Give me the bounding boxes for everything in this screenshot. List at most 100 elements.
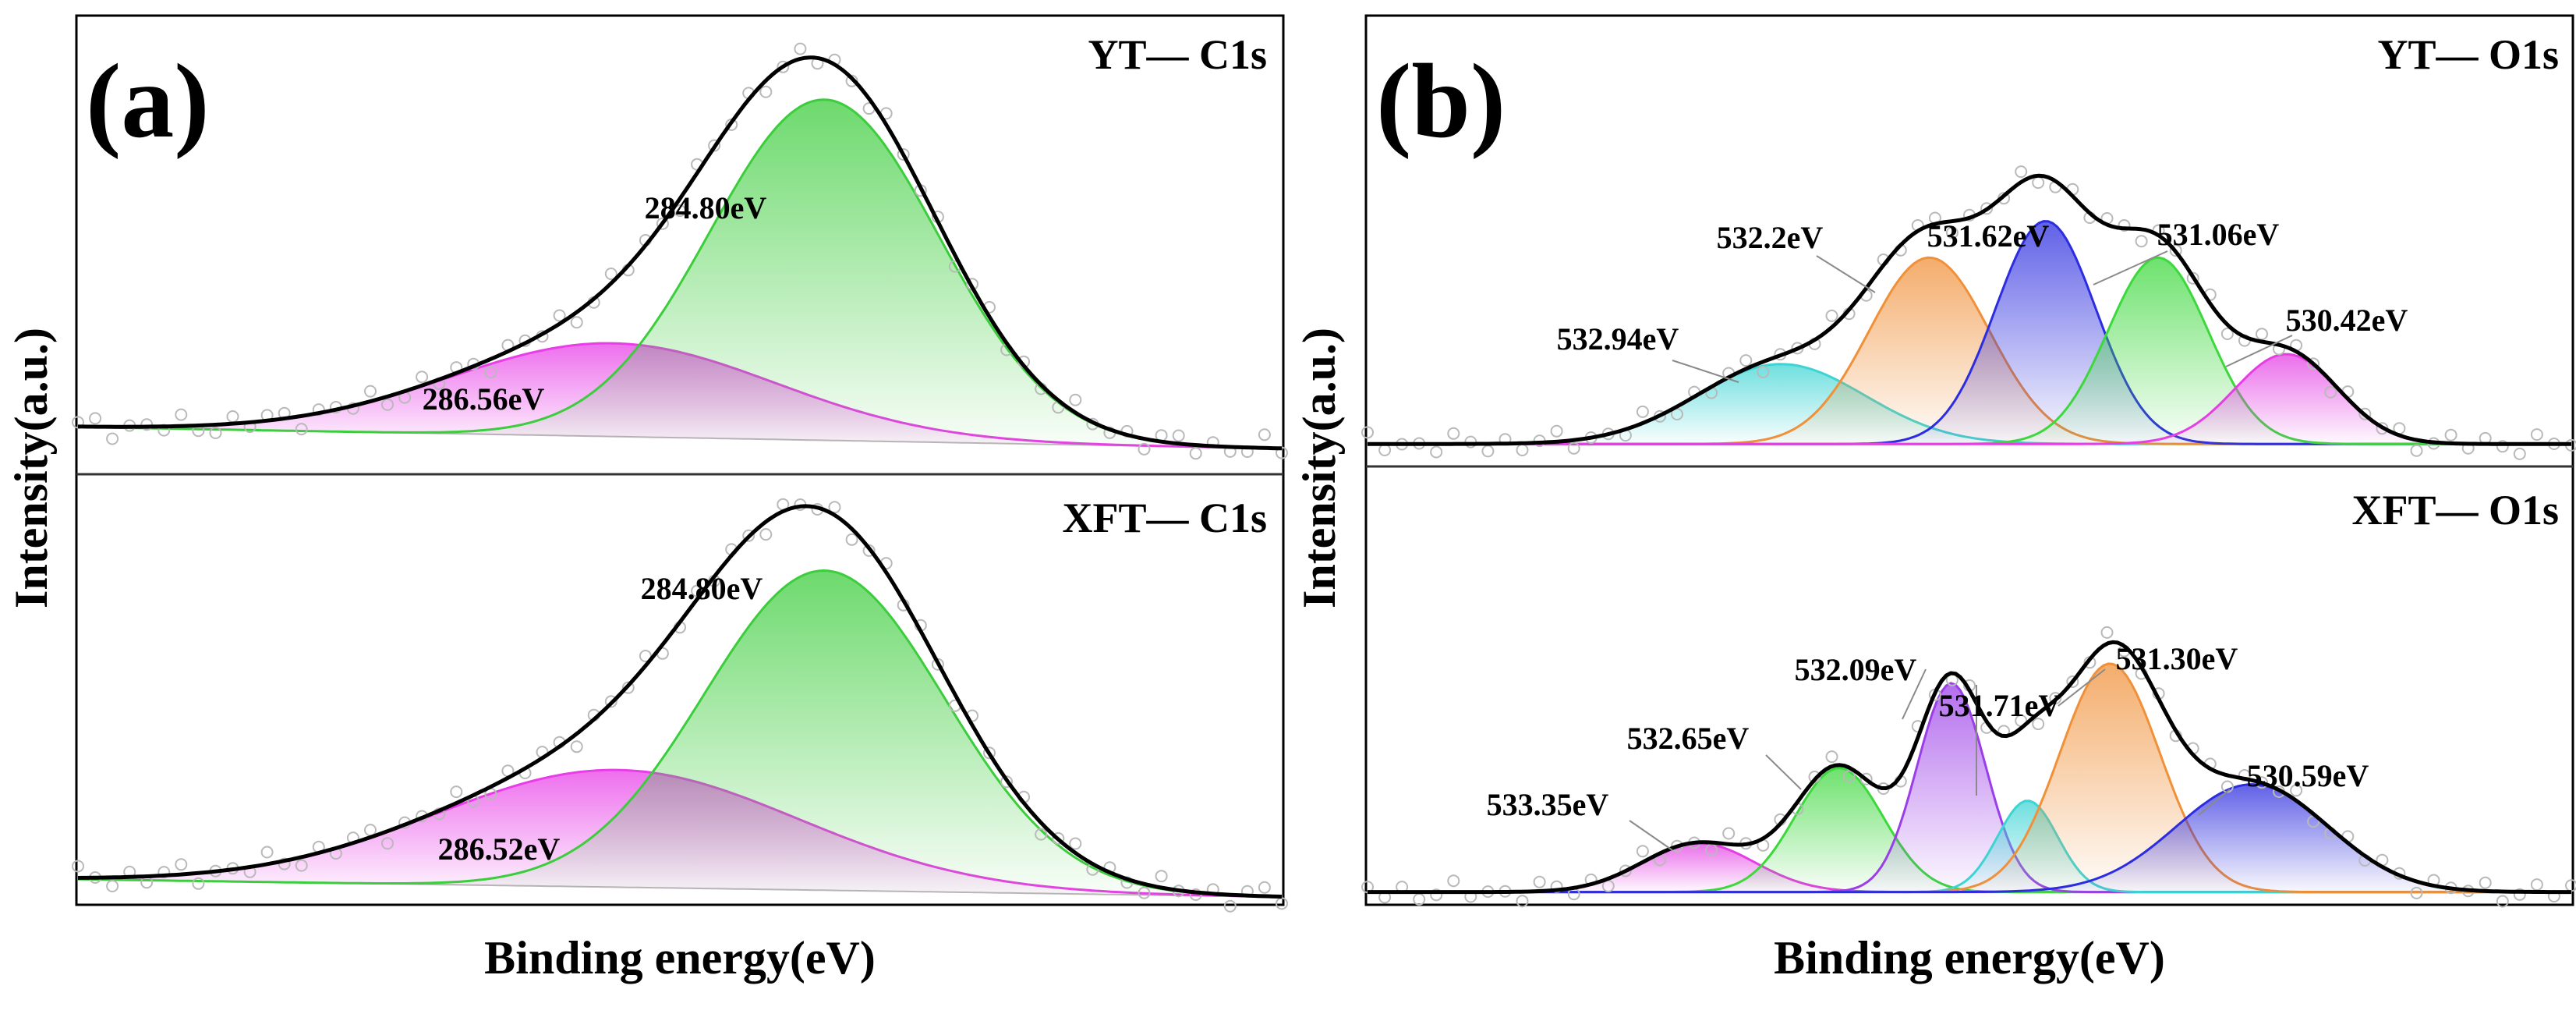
panel-b-y-axis-label: Intensity(a.u.) (1293, 328, 1345, 608)
subplot-title-yt-c1s: YT— C1s (1088, 31, 1267, 78)
data-point-yt-c1s (1172, 429, 1185, 442)
data-point-yt-c1s (175, 408, 188, 421)
data-point-yt-c1s (209, 427, 222, 439)
data-point-xft-c1s (106, 880, 119, 892)
peak-label-yt-c1s-286-56: 286.56eV (423, 381, 545, 417)
data-point-xft-c1s (759, 528, 773, 541)
data-point-yt-o1s (1945, 226, 1959, 239)
peak-curve-xft-c1s-284-80ev (77, 569, 1283, 899)
data-point-xft-o1s (2410, 886, 2423, 899)
peak-label-xft-o1s-530-59: 530.59eV (2247, 758, 2369, 793)
data-point-xft-o1s (1447, 874, 1460, 888)
data-point-yt-c1s (226, 410, 239, 423)
data-point-yt-c1s (674, 204, 686, 218)
data-point-xft-c1s (1069, 837, 1082, 850)
data-point-yt-c1s (416, 370, 429, 384)
peak-label-yt-c1s-284-80: 284.80eV (645, 190, 767, 225)
data-point-yt-o1s (2169, 244, 2182, 257)
data-point-xft-o1s (2530, 878, 2543, 892)
peak-fill-xft-o1s-532-09ev (1368, 682, 2571, 892)
data-point-yt-o1s (1550, 424, 1563, 438)
plot-yt-o1s (1361, 165, 2576, 460)
data-point-yt-o1s (1567, 441, 1580, 455)
subplot-title-yt-o1s: YT— O1s (2377, 31, 2559, 78)
data-point-xft-o1s (1413, 893, 1426, 906)
data-point-yt-o1s (1739, 354, 1753, 367)
panel-a-letter: (a) (86, 43, 210, 160)
data-point-xft-c1s (381, 837, 394, 850)
data-point-yt-o1s (1481, 445, 1495, 458)
data-point-xft-c1s (450, 785, 463, 799)
peak-label-yt-o1s-531-62: 531.62eV (1927, 218, 2050, 254)
leader-xft-o1s-530-59 (2198, 789, 2231, 816)
peak-fill-yt-c1s-284-80ev (78, 99, 1282, 448)
peak-fill-xft-o1s-530-59ev (1368, 784, 2571, 892)
data-point-yt-c1s (1258, 428, 1271, 441)
data-point-xft-o1s (1619, 864, 1632, 878)
envelope-line-xft-o1s (1368, 640, 2571, 895)
data-point-yt-o1s (2513, 447, 2526, 460)
data-point-yt-c1s (656, 217, 669, 230)
data-point-xft-c1s (621, 681, 635, 694)
data-point-xft-o1s (1636, 845, 1649, 858)
leader-yt-o1s-532-2 (1816, 255, 1876, 293)
data-point-yt-o1s (1430, 445, 1443, 459)
data-point-xft-c1s (1035, 828, 1048, 841)
data-point-xft-o1s (1842, 770, 1856, 783)
data-point-yt-o1s (2358, 407, 2372, 420)
data-point-xft-o1s (2238, 769, 2251, 782)
data-point-yt-c1s (897, 148, 910, 161)
data-point-yt-c1s (777, 60, 790, 73)
data-point-xft-c1s (157, 866, 171, 879)
data-point-yt-o1s (2307, 357, 2320, 370)
data-point-xft-o1s (1825, 750, 1838, 764)
data-point-yt-o1s (2118, 219, 2131, 232)
panel-b-letter: (b) (1376, 43, 1506, 160)
data-point-yt-o1s (1378, 444, 1392, 456)
data-point-yt-o1s (1825, 309, 1838, 322)
data-point-xft-o1s (1550, 880, 1563, 893)
data-point-yt-o1s (2135, 235, 2148, 248)
plot-yt-c1s (72, 42, 1288, 460)
data-point-xft-o1s (1533, 875, 1546, 888)
leader-xft-o1s-533-35 (1629, 820, 1673, 851)
data-point-yt-c1s (364, 385, 377, 398)
data-point-xft-o1s (2049, 692, 2062, 705)
data-point-yt-c1s (295, 423, 308, 436)
peak-label-yt-o1s-530-42: 530.42eV (2286, 303, 2408, 338)
panel-b: (b) YT— O1s XFT— O1s 532.94eV 532.2eV 53… (1293, 14, 2576, 984)
plot-xft-o1s (1361, 626, 2576, 908)
data-point-xft-c1s (570, 740, 583, 753)
data-point-xft-c1s (1258, 881, 1271, 894)
data-point-xft-c1s (1155, 870, 1168, 883)
data-point-yt-c1s (89, 412, 102, 425)
panel-a-y-axis-label: Intensity(a.u.) (5, 328, 57, 608)
data-point-yt-o1s (2186, 271, 2199, 285)
data-point-xft-o1s (2100, 626, 2114, 639)
data-point-yt-o1s (2496, 440, 2509, 453)
data-point-yt-o1s (1361, 426, 1374, 439)
data-point-yt-c1s (794, 42, 807, 55)
data-point-yt-o1s (2410, 444, 2423, 457)
panel-a-frame (75, 14, 1285, 906)
envelope-line-yt-o1s (1368, 173, 2571, 446)
peak-label-yt-o1s-531-06: 531.06eV (2157, 217, 2280, 252)
data-point-yt-o1s (2032, 176, 2045, 190)
data-point-xft-c1s (175, 858, 188, 871)
data-point-xft-c1s (845, 533, 858, 546)
data-point-xft-c1s (604, 695, 617, 708)
data-point-xft-o1s (2479, 876, 2492, 889)
data-point-xft-c1s (1276, 897, 1288, 910)
panel-a: (a) YT— C1s XFT— C1s 284.80eV 286.56eV 2… (5, 14, 1288, 984)
data-point-xft-c1s (1000, 775, 1014, 789)
leader-yt-o1s-530-42 (2225, 335, 2293, 367)
data-point-yt-c1s (484, 366, 497, 379)
panel-b-frame (1364, 14, 2574, 906)
data-point-yt-o1s (1980, 202, 1994, 215)
peak-label-xft-o1s-532-09: 532.09eV (1795, 652, 1917, 687)
data-point-xft-c1s (742, 529, 755, 542)
data-point-xft-c1s (983, 746, 996, 760)
envelope-line-xft-c1s (77, 504, 1283, 899)
data-point-yt-o1s (2220, 328, 2234, 340)
